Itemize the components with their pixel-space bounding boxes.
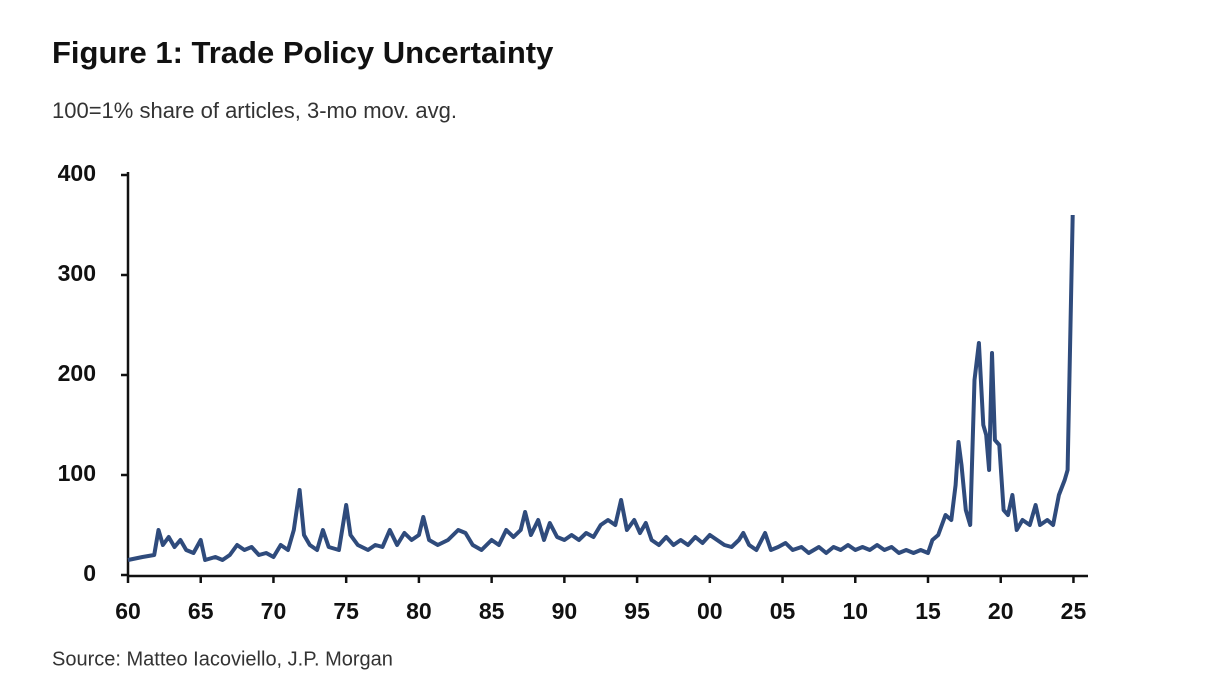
x-tick-label: 85 (479, 598, 505, 624)
y-tick-label: 0 (83, 560, 96, 586)
x-tick-label: 00 (697, 598, 723, 624)
x-tick-label: 75 (333, 598, 359, 624)
x-tick-label: 70 (261, 598, 287, 624)
y-tick-label: 100 (58, 460, 96, 486)
chart-subtitle: 100=1% share of articles, 3-mo mov. avg. (52, 98, 457, 123)
chart-title: Figure 1: Trade Policy Uncertainty (52, 35, 554, 70)
x-tick-label: 90 (552, 598, 578, 624)
x-tick-label: 65 (188, 598, 214, 624)
x-tick-label: 05 (770, 598, 796, 624)
x-tick-label: 95 (624, 598, 650, 624)
x-tick-label: 80 (406, 598, 432, 624)
x-tick-label: 10 (842, 598, 868, 624)
source-note: Source: Matteo Iacoviello, J.P. Morgan (52, 648, 393, 670)
y-tick-label: 400 (58, 160, 96, 186)
x-tick-label: 15 (915, 598, 941, 624)
y-tick-label: 200 (58, 360, 96, 386)
x-tick-label: 20 (988, 598, 1014, 624)
y-tick-label: 300 (58, 260, 96, 286)
x-tick-label: 60 (115, 598, 141, 624)
line-series (127, 214, 1075, 562)
x-tick-label: 25 (1061, 598, 1087, 624)
